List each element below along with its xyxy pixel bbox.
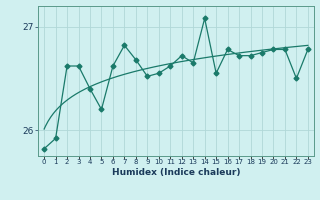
X-axis label: Humidex (Indice chaleur): Humidex (Indice chaleur) [112,168,240,177]
